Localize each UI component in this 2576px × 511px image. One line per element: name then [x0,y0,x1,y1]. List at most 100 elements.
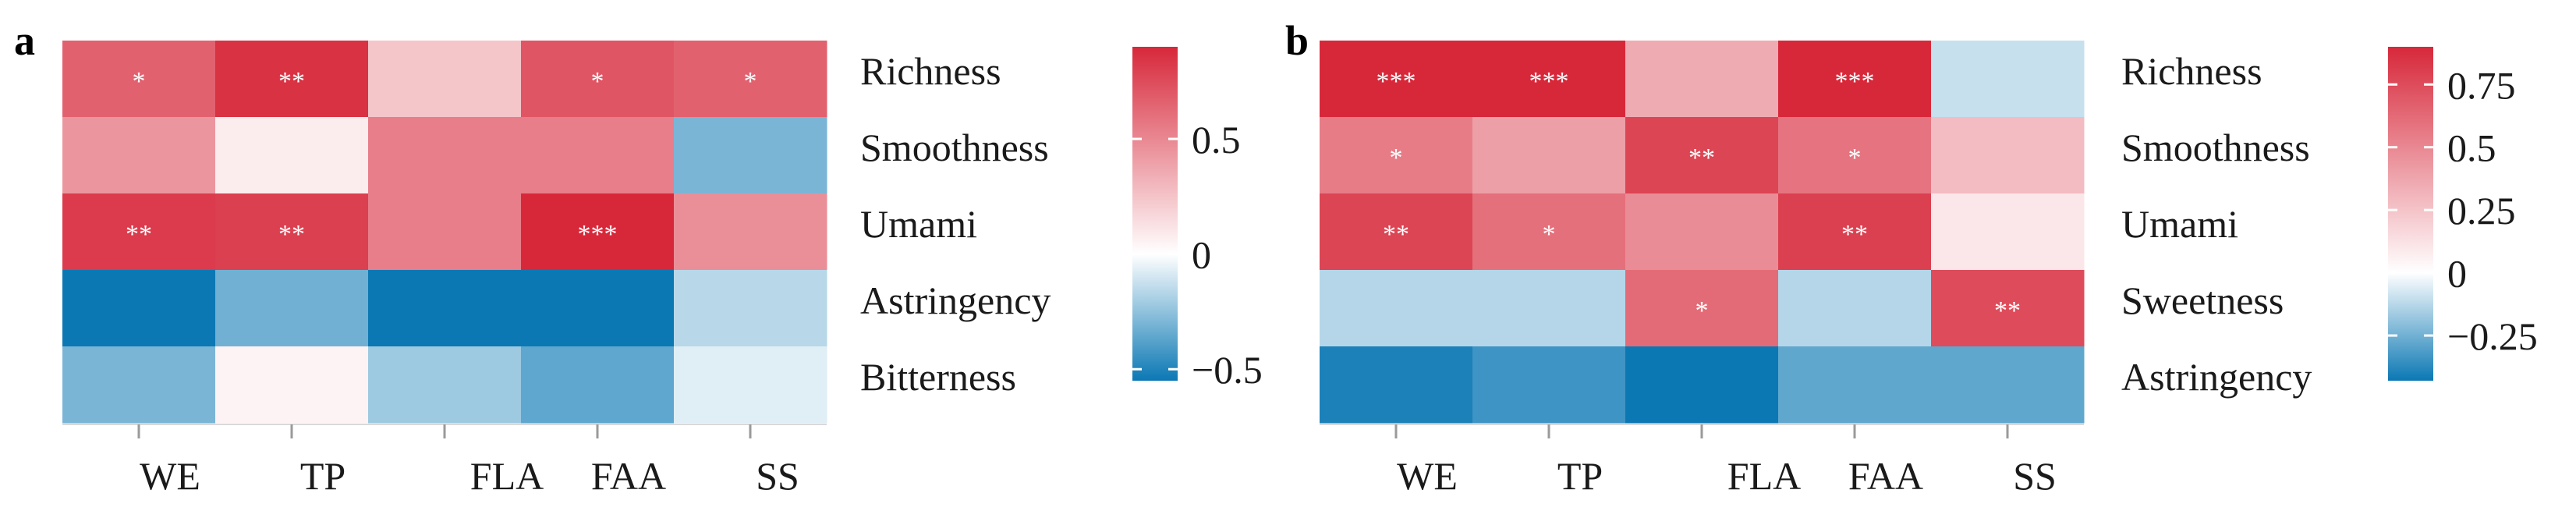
heatmap-cell [1625,117,1779,194]
heatmap-cell [1931,346,2085,424]
significance-label: ** [1841,220,1868,249]
heatmap-cell [1625,193,1779,271]
heatmap-cell [1472,270,1626,347]
x-tick-label: TP [300,454,345,498]
colorbar-tick-label: 0.25 [2447,189,2516,232]
y-tick-label: Astringency [860,279,1051,322]
significance-label: *** [1835,67,1875,96]
significance-label: * [591,67,604,96]
heatmap-cell [1320,270,1473,347]
colorbar-tick-label: 0.75 [2447,63,2516,107]
heatmap-cell [215,41,369,118]
x-tick-label: SS [756,454,799,498]
significance-label: ** [1688,144,1715,172]
heatmap-cell [1778,193,1932,271]
heatmap-cell [1625,270,1779,347]
heatmap-cell [1472,346,1626,424]
y-tick-label: Umami [2121,202,2238,246]
heatmap-cell [1778,270,1932,347]
heatmap-cell [215,270,369,347]
heatmap-cell [1778,41,1932,118]
heatmap-cell [1472,117,1626,194]
heatmap-cell [1931,193,2085,271]
heatmap-cell [521,346,675,424]
heatmap-cell [368,193,522,271]
significance-label: * [1543,220,1556,249]
colorbar-tick-label: 0 [2447,252,2467,296]
colorbar [2388,47,2433,381]
colorbar [1132,47,1178,381]
x-tick-label: FAA [591,454,666,498]
significance-label: *** [1529,67,1569,96]
y-tick-label: Bitterness [860,355,1016,399]
significance-label: * [1390,144,1403,172]
y-tick-label: Richness [860,49,1001,93]
heatmap-cell [62,41,216,118]
heatmap-cell [215,346,369,424]
heatmap-cell [1472,193,1626,271]
x-tick-label: WE [1397,454,1458,498]
significance-label: *** [578,220,618,249]
heatmap-cell [1320,117,1473,194]
significance-label: ** [278,220,305,249]
x-tick-label: FAA [1848,454,1923,498]
heatmap-cell [1931,270,2085,347]
colorbar-tick-label: 0.5 [1192,118,1241,161]
heatmap-cell [521,41,675,118]
colorbar-tick-label: −0.25 [2447,314,2538,358]
significance-label: * [744,67,757,96]
y-tick-label: Astringency [2121,355,2312,399]
significance-label: ** [1383,220,1409,249]
significance-label: * [1695,296,1709,325]
heatmap-cell [368,346,522,424]
significance-label: * [133,67,146,96]
heatmap-cell [62,270,216,347]
heatmap-cell [521,117,675,194]
heatmap-cell [62,117,216,194]
heatmap-cell [368,270,522,347]
heatmap-cell [521,270,675,347]
heatmap-cell [368,117,522,194]
heatmap-cell [674,193,827,271]
heatmap-cell [1778,117,1932,194]
heatmap-cell [1320,346,1473,424]
x-tick-label: TP [1557,454,1603,498]
colorbar-tick-label: 0 [1192,233,1211,277]
heatmap-cell [1625,346,1779,424]
significance-label: *** [1377,67,1416,96]
heatmap-cell [674,117,827,194]
significance-label: * [1848,144,1862,172]
heatmap-cell [62,346,216,424]
panel-label: b [1285,17,1309,64]
heatmap-cell [1625,41,1779,118]
heatmap-cell [674,270,827,347]
y-tick-label: Umami [860,202,977,246]
significance-label: ** [126,220,152,249]
heatmap-cell [674,41,827,118]
heatmap-cell [1472,41,1626,118]
y-tick-label: Smoothness [860,126,1049,169]
heatmap-cell [1320,41,1473,118]
heatmap-cell [1320,193,1473,271]
y-tick-label: Richness [2121,49,2262,93]
significance-label: ** [278,67,305,96]
y-tick-label: Sweetness [2121,279,2284,322]
heatmap-cell [1778,346,1932,424]
panel-label: a [14,17,35,64]
colorbar-tick-label: 0.5 [2447,126,2496,170]
heatmap-cell [215,117,369,194]
x-tick-label: WE [140,454,200,498]
x-tick-label: SS [2013,454,2057,498]
heatmap-cell [368,41,522,118]
x-tick-label: FLA [470,454,544,498]
heatmap-cell [215,193,369,271]
heatmap-cell [674,346,827,424]
heatmap-cell [62,193,216,271]
x-tick-label: FLA [1727,454,1801,498]
colorbar-tick-label: −0.5 [1192,348,1263,392]
heatmap-cell [1931,117,2085,194]
significance-label: ** [1994,296,2021,325]
y-tick-label: Smoothness [2121,126,2310,169]
